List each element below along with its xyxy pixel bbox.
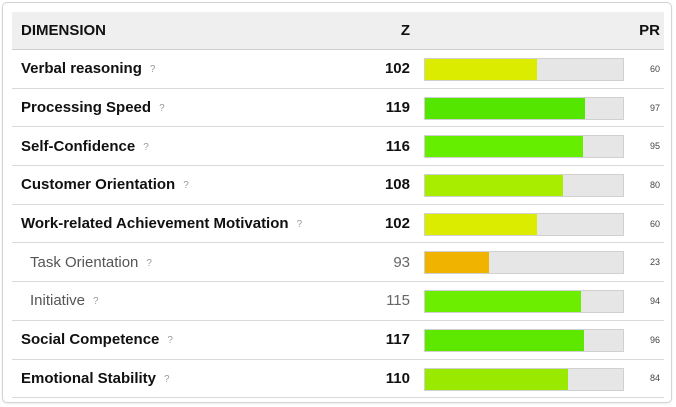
table-header: DIMENSION Z PR	[12, 12, 664, 50]
table-row: Self-Confidence? 116 95	[12, 127, 664, 167]
table-row: Processing Speed? 119 97	[12, 89, 664, 128]
z-score: 116	[385, 137, 410, 155]
help-icon[interactable]: ?	[93, 296, 99, 308]
table-row: Initiative? 115 94	[12, 282, 664, 321]
percentile-bar-fill	[425, 136, 583, 158]
z-score: 93	[393, 253, 410, 271]
percentile-bar-fill	[425, 59, 538, 80]
percentile-bar	[424, 367, 624, 391]
dimension-label: Work-related Achievement Motivation	[21, 215, 289, 233]
z-score: 119	[385, 99, 410, 117]
dimension-name: Processing Speed?	[21, 89, 165, 127]
table-row: Work-related Achievement Motivation? 102 6…	[12, 205, 664, 244]
percentile-rank: 60	[649, 218, 660, 229]
percentile-rank: 96	[649, 334, 660, 345]
table-body: Verbal reasoning? 102 60 Processing Speed? 1…	[12, 50, 664, 399]
dimension-label: Verbal reasoning	[21, 60, 142, 78]
help-icon[interactable]: ?	[143, 141, 149, 153]
help-icon[interactable]: ?	[167, 335, 173, 347]
z-header: Z	[400, 22, 410, 39]
table-row: Verbal reasoning? 102 60	[12, 50, 664, 89]
percentile-bar-fill	[425, 97, 586, 119]
percentile-bar-fill	[425, 175, 564, 197]
dimension-table: DIMENSION Z PR Verbal reasoning? 102 60 Pro…	[12, 12, 664, 399]
z-score: 115	[386, 292, 410, 310]
dimension-label: Customer Orientation	[21, 176, 176, 194]
table-row: Customer Orientation? 108 80	[12, 166, 664, 205]
z-score: 117	[385, 331, 410, 349]
percentile-bar-fill	[425, 329, 585, 351]
percentile-rank: 94	[649, 295, 660, 306]
dimension-label: Initiative	[30, 292, 86, 310]
table-row: Task Orientation? 93 23	[12, 243, 664, 283]
percentile-bar	[424, 174, 624, 198]
dimension-label: Task Orientation	[30, 253, 139, 271]
percentile-bar-fill	[425, 252, 489, 274]
percentile-rank: 84	[649, 373, 660, 384]
dimension-label: Processing Speed	[21, 99, 152, 117]
percentile-bar-fill	[425, 291, 582, 313]
dimension-name: Emotional Stability?	[21, 360, 170, 398]
dimension-name: Social Competence?	[21, 321, 173, 359]
help-icon[interactable]: ?	[146, 257, 152, 269]
percentile-bar	[424, 328, 624, 352]
z-score: 102	[384, 60, 410, 78]
percentile-bar	[424, 290, 624, 314]
table-row: Social Competence? 117 96	[12, 321, 664, 360]
z-score: 102	[384, 215, 410, 233]
dimension-name: Task Orientation?	[30, 243, 152, 281]
help-icon[interactable]: ?	[296, 219, 303, 231]
help-icon[interactable]: ?	[149, 64, 156, 76]
z-score: 110	[385, 369, 410, 387]
percentile-rank: 60	[649, 63, 660, 74]
dimension-label: Emotional Stability	[21, 369, 157, 387]
dimension-label: Self-Confidence	[21, 137, 136, 155]
percentile-bar	[424, 58, 624, 81]
help-icon[interactable]: ?	[159, 103, 165, 115]
percentile-bar	[424, 96, 624, 120]
dimension-name: Verbal reasoning?	[21, 50, 155, 88]
percentile-bar-fill	[425, 213, 538, 235]
percentile-rank: 80	[649, 179, 660, 190]
dimension-label: Social Competence	[21, 331, 160, 349]
dimension-name: Customer Orientation?	[21, 166, 189, 204]
help-icon[interactable]: ?	[183, 180, 189, 192]
percentile-rank: 95	[649, 141, 660, 152]
dimension-name: Self-Confidence?	[21, 127, 149, 165]
dimension-header: DIMENSION	[21, 22, 107, 39]
results-card: DIMENSION Z PR Verbal reasoning? 102 60 Pro…	[2, 2, 672, 403]
pr-header: PR	[639, 22, 660, 39]
dimension-name: Work-related Achievement Motivation?	[21, 205, 302, 243]
percentile-bar-fill	[425, 368, 569, 390]
percentile-rank: 97	[649, 102, 660, 113]
percentile-bar	[424, 251, 624, 275]
help-icon[interactable]: ?	[164, 373, 170, 385]
percentile-rank: 23	[649, 257, 660, 268]
percentile-bar	[424, 135, 624, 159]
table-row: Emotional Stability? 110 84	[12, 360, 664, 399]
z-score: 108	[384, 176, 410, 194]
dimension-name: Initiative?	[30, 282, 99, 320]
percentile-bar	[424, 212, 624, 236]
